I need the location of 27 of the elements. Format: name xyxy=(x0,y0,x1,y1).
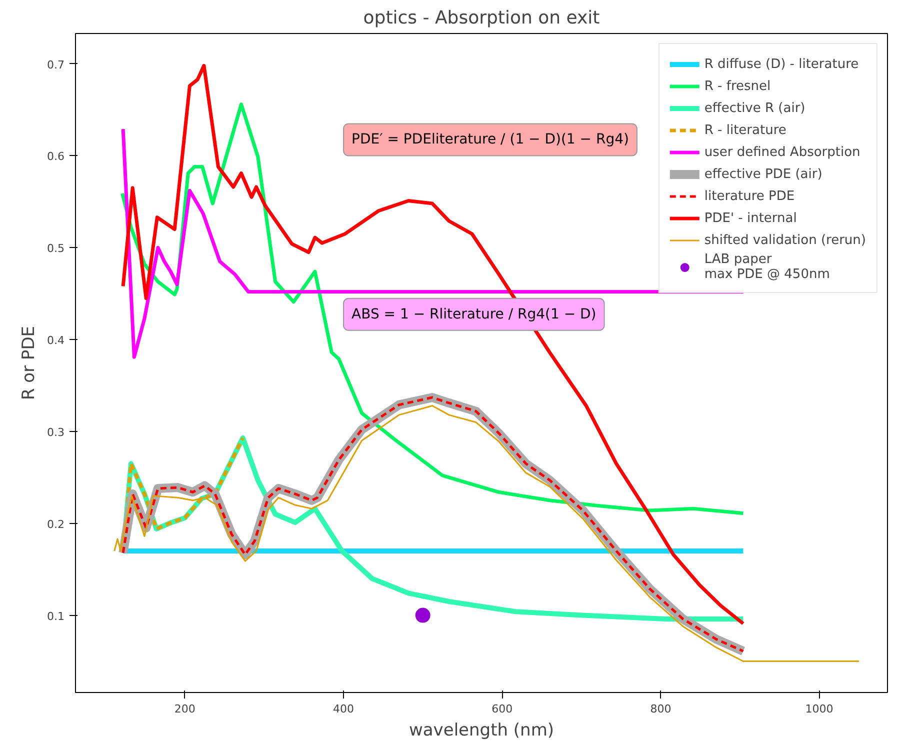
legend-label: user defined Absorption xyxy=(704,144,860,160)
legend-label: effective R (air) xyxy=(704,100,806,116)
y-tick-label: 0.2 xyxy=(47,518,65,531)
chart-title: optics - Absorption on exit xyxy=(363,8,600,28)
legend-label: effective PDE (air) xyxy=(704,166,822,182)
x-tick-label: 400 xyxy=(333,702,354,716)
annotation: PDE′ = PDEliterature / (1 − D)(1 − Rg4) xyxy=(352,132,629,148)
x-tick-label: 600 xyxy=(492,702,513,716)
annotation: ABS = 1 − Rliterature / Rg4(1 − D) xyxy=(352,306,596,322)
y-tick-label: 0.5 xyxy=(47,242,65,256)
legend-label: literature PDE xyxy=(704,188,795,204)
y-tick-label: 0.1 xyxy=(47,610,65,623)
x-tick-label: 1000 xyxy=(805,702,834,716)
x-tick-label: 800 xyxy=(650,702,672,716)
legend-label: PDE' - internal xyxy=(704,210,797,226)
y-tick-label: 0.3 xyxy=(47,426,65,439)
legend-label: shifted validation (rerun) xyxy=(704,232,866,248)
y-tick-label: 0.6 xyxy=(47,150,65,164)
legend-label: R diffuse (D) - literature xyxy=(704,56,859,72)
y-tick-label: 0.7 xyxy=(47,58,65,72)
y-tick-label: 0.4 xyxy=(47,334,65,348)
legend-label: R - literature xyxy=(704,122,786,138)
x-axis-title: wavelength (nm) xyxy=(408,720,554,740)
x-tick-label: 200 xyxy=(174,702,196,716)
legend-label: LAB paper max PDE @ 450nm xyxy=(704,252,830,282)
y-axis-title: R or PDE xyxy=(19,326,40,400)
legend-label: R - fresnel xyxy=(704,78,771,94)
